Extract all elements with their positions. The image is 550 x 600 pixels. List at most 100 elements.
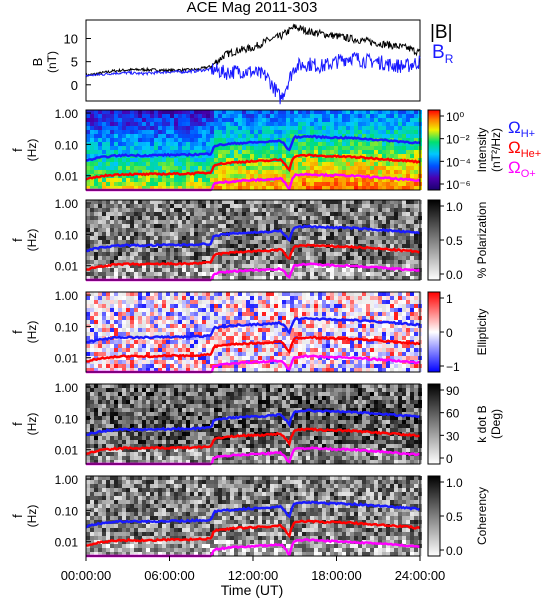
heatmap-cell — [390, 118, 394, 122]
heatmap-cell — [182, 138, 186, 142]
heatmap-cell — [314, 356, 318, 360]
heatmap-cell — [330, 146, 334, 150]
heatmap-cell — [342, 150, 346, 154]
heatmap-cell — [326, 268, 330, 272]
heatmap-cell — [354, 248, 358, 252]
heatmap-cell — [190, 122, 194, 126]
heatmap-cell — [346, 324, 350, 328]
heatmap-cell — [274, 308, 278, 312]
heatmap-cell — [194, 182, 198, 186]
heatmap-cell — [178, 150, 182, 154]
heatmap-cell — [330, 236, 334, 240]
heatmap-cell — [338, 158, 342, 162]
heatmap-cell — [146, 130, 150, 134]
heatmap-cell — [394, 364, 398, 368]
heatmap-cell — [362, 208, 366, 212]
heatmap-cell — [170, 328, 174, 332]
heatmap-cell — [258, 240, 262, 244]
heatmap-cell — [338, 276, 342, 280]
heatmap-cell — [346, 340, 350, 344]
heatmap-cell — [134, 150, 138, 154]
heatmap-cell — [266, 212, 270, 216]
heatmap-cell — [398, 130, 402, 134]
heatmap-cell — [350, 212, 354, 216]
heatmap-cell — [142, 182, 146, 186]
heatmap-cell — [146, 368, 150, 372]
heatmap-cell — [154, 312, 158, 316]
heatmap-cell — [346, 170, 350, 174]
heatmap-cell — [302, 170, 306, 174]
heatmap-cell — [194, 304, 198, 308]
heatmap-cell — [302, 166, 306, 170]
heatmap-cell — [278, 208, 282, 212]
heatmap-cell — [154, 162, 158, 166]
heatmap-cell — [318, 232, 322, 236]
heatmap-cell — [298, 276, 302, 280]
heatmap-cell — [182, 276, 186, 280]
heatmap-cell — [346, 208, 350, 212]
heatmap-cell — [322, 110, 326, 114]
heatmap-cell — [390, 142, 394, 146]
heatmap-cell — [126, 220, 130, 224]
heatmap-cell — [258, 162, 262, 166]
heatmap-cell — [290, 308, 294, 312]
heatmap-cell — [290, 224, 294, 228]
heatmap-cell — [110, 142, 114, 146]
heatmap-cell — [326, 264, 330, 268]
heatmap-cell — [242, 356, 246, 360]
heatmap-cell — [146, 252, 150, 256]
heatmap-cell — [218, 348, 222, 352]
heatmap-cell — [350, 166, 354, 170]
heatmap-cell — [310, 220, 314, 224]
heatmap-cell — [254, 118, 258, 122]
heatmap-cell — [294, 186, 298, 190]
heatmap-cell — [242, 126, 246, 130]
heatmap-cell — [94, 220, 98, 224]
heatmap-cell — [90, 356, 94, 360]
heatmap-cell — [246, 118, 250, 122]
heatmap-cell — [338, 312, 342, 316]
heatmap-cell — [122, 352, 126, 356]
heatmap-cell — [390, 208, 394, 212]
heatmap-cell — [254, 114, 258, 118]
heatmap-cell — [270, 114, 274, 118]
heatmap-cell — [90, 110, 94, 114]
heatmap-cell — [262, 110, 266, 114]
heatmap-cell — [370, 154, 374, 158]
heatmap-cell — [126, 364, 130, 368]
heatmap-cell — [318, 248, 322, 252]
heatmap-cell — [306, 240, 310, 244]
heatmap-cell — [306, 122, 310, 126]
heatmap-cell — [342, 348, 346, 352]
heatmap-cell — [246, 142, 250, 146]
heatmap-cell — [274, 118, 278, 122]
heatmap-cell — [386, 336, 390, 340]
heatmap-cell — [98, 126, 102, 130]
heatmap-cell — [166, 368, 170, 372]
heatmap-cell — [206, 268, 210, 272]
heatmap-cell — [274, 150, 278, 154]
heatmap-cell — [114, 228, 118, 232]
heatmap-cell — [98, 256, 102, 260]
heatmap-cell — [374, 324, 378, 328]
heatmap-cell — [134, 248, 138, 252]
heatmap-cell — [110, 212, 114, 216]
legend-gyrofrequency-1: ΩHe+ — [508, 138, 541, 160]
heatmap-cell — [262, 130, 266, 134]
heatmap-cell — [258, 308, 262, 312]
heatmap-cell — [330, 312, 334, 316]
heatmap-cell — [290, 200, 294, 204]
heatmap-cell — [218, 114, 222, 118]
heatmap-cell — [258, 252, 262, 256]
heatmap-cell — [94, 328, 98, 332]
heatmap-cell — [378, 208, 382, 212]
heatmap-cell — [306, 228, 310, 232]
heatmap-cell — [206, 320, 210, 324]
heatmap-cell — [306, 256, 310, 260]
heatmap-cell — [238, 264, 242, 268]
heatmap-cell — [134, 300, 138, 304]
heatmap-cell — [122, 204, 126, 208]
heatmap-cell — [362, 312, 366, 316]
heatmap-cell — [166, 252, 170, 256]
heatmap-cell — [214, 340, 218, 344]
